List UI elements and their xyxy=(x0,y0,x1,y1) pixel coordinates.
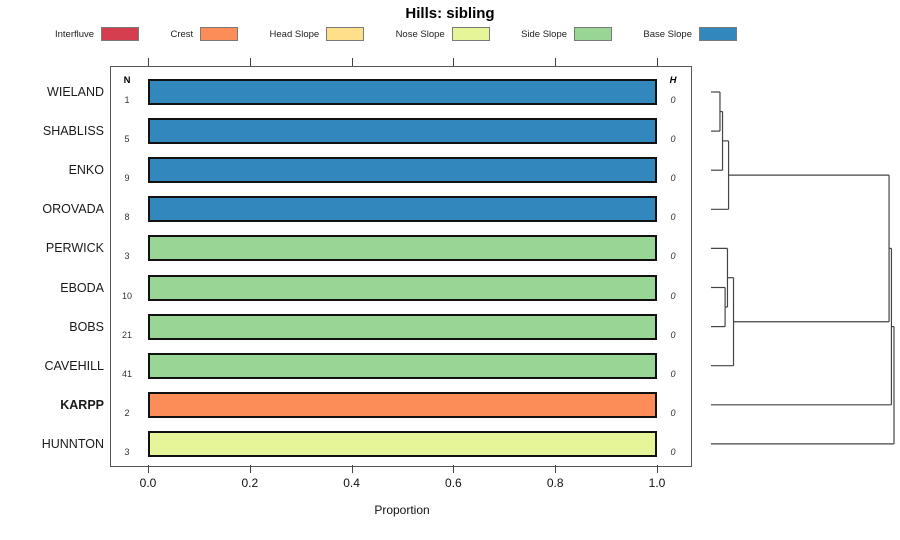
axis-tick xyxy=(148,58,149,66)
legend-item: Side Slope xyxy=(521,27,613,41)
row-label: HUNNTON xyxy=(41,436,104,451)
row-label: OROVADA xyxy=(42,202,104,217)
row-label: KARPP xyxy=(60,397,104,412)
axis-tick xyxy=(249,465,251,473)
row-bar xyxy=(148,391,657,418)
axis-tick-label: 0.0 xyxy=(139,476,157,490)
row-h-value: 0 xyxy=(670,446,676,457)
legend: Interfluve Crest Head Slope Nose Slope S… xyxy=(55,25,737,43)
row-bar xyxy=(148,196,657,223)
row-h-value: 0 xyxy=(670,368,676,379)
axis-tick xyxy=(657,58,658,66)
row-label: CAVEHILL xyxy=(44,358,104,373)
axis-tick xyxy=(453,58,455,66)
axis-tick-label: 0.2 xyxy=(241,476,259,490)
legend-label: Nose Slope xyxy=(395,28,445,40)
legend-label: Head Slope xyxy=(269,28,320,40)
legend-swatch xyxy=(574,27,613,41)
axis-tick xyxy=(249,58,251,66)
axis-tick xyxy=(351,465,353,473)
row-n-value: 1 xyxy=(124,95,130,105)
row-h-value: 0 xyxy=(670,290,676,301)
row-n-value: 8 xyxy=(124,212,130,223)
row-bar xyxy=(148,430,657,457)
row-n-value: 3 xyxy=(124,446,130,457)
row-bar xyxy=(148,157,657,184)
axis-tick xyxy=(351,58,353,66)
axis-tick xyxy=(453,465,455,473)
row-h-value: 0 xyxy=(670,173,676,184)
legend-swatch xyxy=(200,27,239,41)
x-axis-label: Proportion xyxy=(374,503,430,517)
row-n-value: 10 xyxy=(121,290,132,301)
h-column-header: H xyxy=(669,75,677,86)
row-h-value: 0 xyxy=(670,212,676,223)
row-h-value: 0 xyxy=(670,329,676,340)
row-bar xyxy=(148,313,657,340)
row-label: ENKO xyxy=(68,163,104,178)
row-label: SHABLISS xyxy=(42,124,104,139)
row-bar xyxy=(148,118,657,145)
row-label: BOBS xyxy=(69,319,104,334)
legend-label: Interfluve xyxy=(55,28,95,40)
legend-label: Crest xyxy=(170,28,194,40)
row-n-value: 21 xyxy=(121,329,132,340)
axis-tick xyxy=(555,58,557,66)
legend-item: Nose Slope xyxy=(396,27,490,41)
row-label: PERWICK xyxy=(45,241,104,256)
legend-swatch xyxy=(698,27,737,41)
legend-swatch xyxy=(451,27,490,41)
legend-item: Crest xyxy=(170,27,239,41)
n-column-header: N xyxy=(123,75,131,86)
row-n-value: 2 xyxy=(124,407,130,418)
axis-tick-label: 0.8 xyxy=(546,476,564,490)
axis-tick-label: 0.4 xyxy=(343,476,360,490)
row-n-value: 5 xyxy=(124,134,130,145)
axis-tick-label: 1.0 xyxy=(648,476,666,490)
axis-tick-label: 0.6 xyxy=(445,476,462,490)
row-n-value: 41 xyxy=(121,368,132,379)
row-label: WIELAND xyxy=(47,85,104,99)
legend-item: Head Slope xyxy=(270,27,365,41)
axis-tick xyxy=(555,465,557,473)
legend-label: Base Slope xyxy=(643,28,692,40)
row-bar xyxy=(148,274,657,301)
row-h-value: 0 xyxy=(670,251,676,262)
row-h-value: 0 xyxy=(670,95,676,105)
row-n-value: 3 xyxy=(124,251,130,262)
row-n-value: 9 xyxy=(124,173,130,184)
legend-item: Base Slope xyxy=(643,27,737,41)
row-h-value: 0 xyxy=(670,407,676,418)
axis-tick xyxy=(148,465,149,473)
legend-swatch xyxy=(101,27,140,41)
row-label: EBODA xyxy=(60,280,104,295)
row-bar xyxy=(148,235,657,262)
legend-item: Interfluve xyxy=(55,27,140,41)
legend-label: Side Slope xyxy=(521,28,568,40)
row-bar xyxy=(148,79,657,105)
axis-tick xyxy=(657,465,658,473)
legend-swatch xyxy=(326,27,365,41)
row-h-value: 0 xyxy=(670,134,676,145)
row-bar xyxy=(148,352,657,379)
chart-title: Hills: sibling xyxy=(405,5,495,22)
